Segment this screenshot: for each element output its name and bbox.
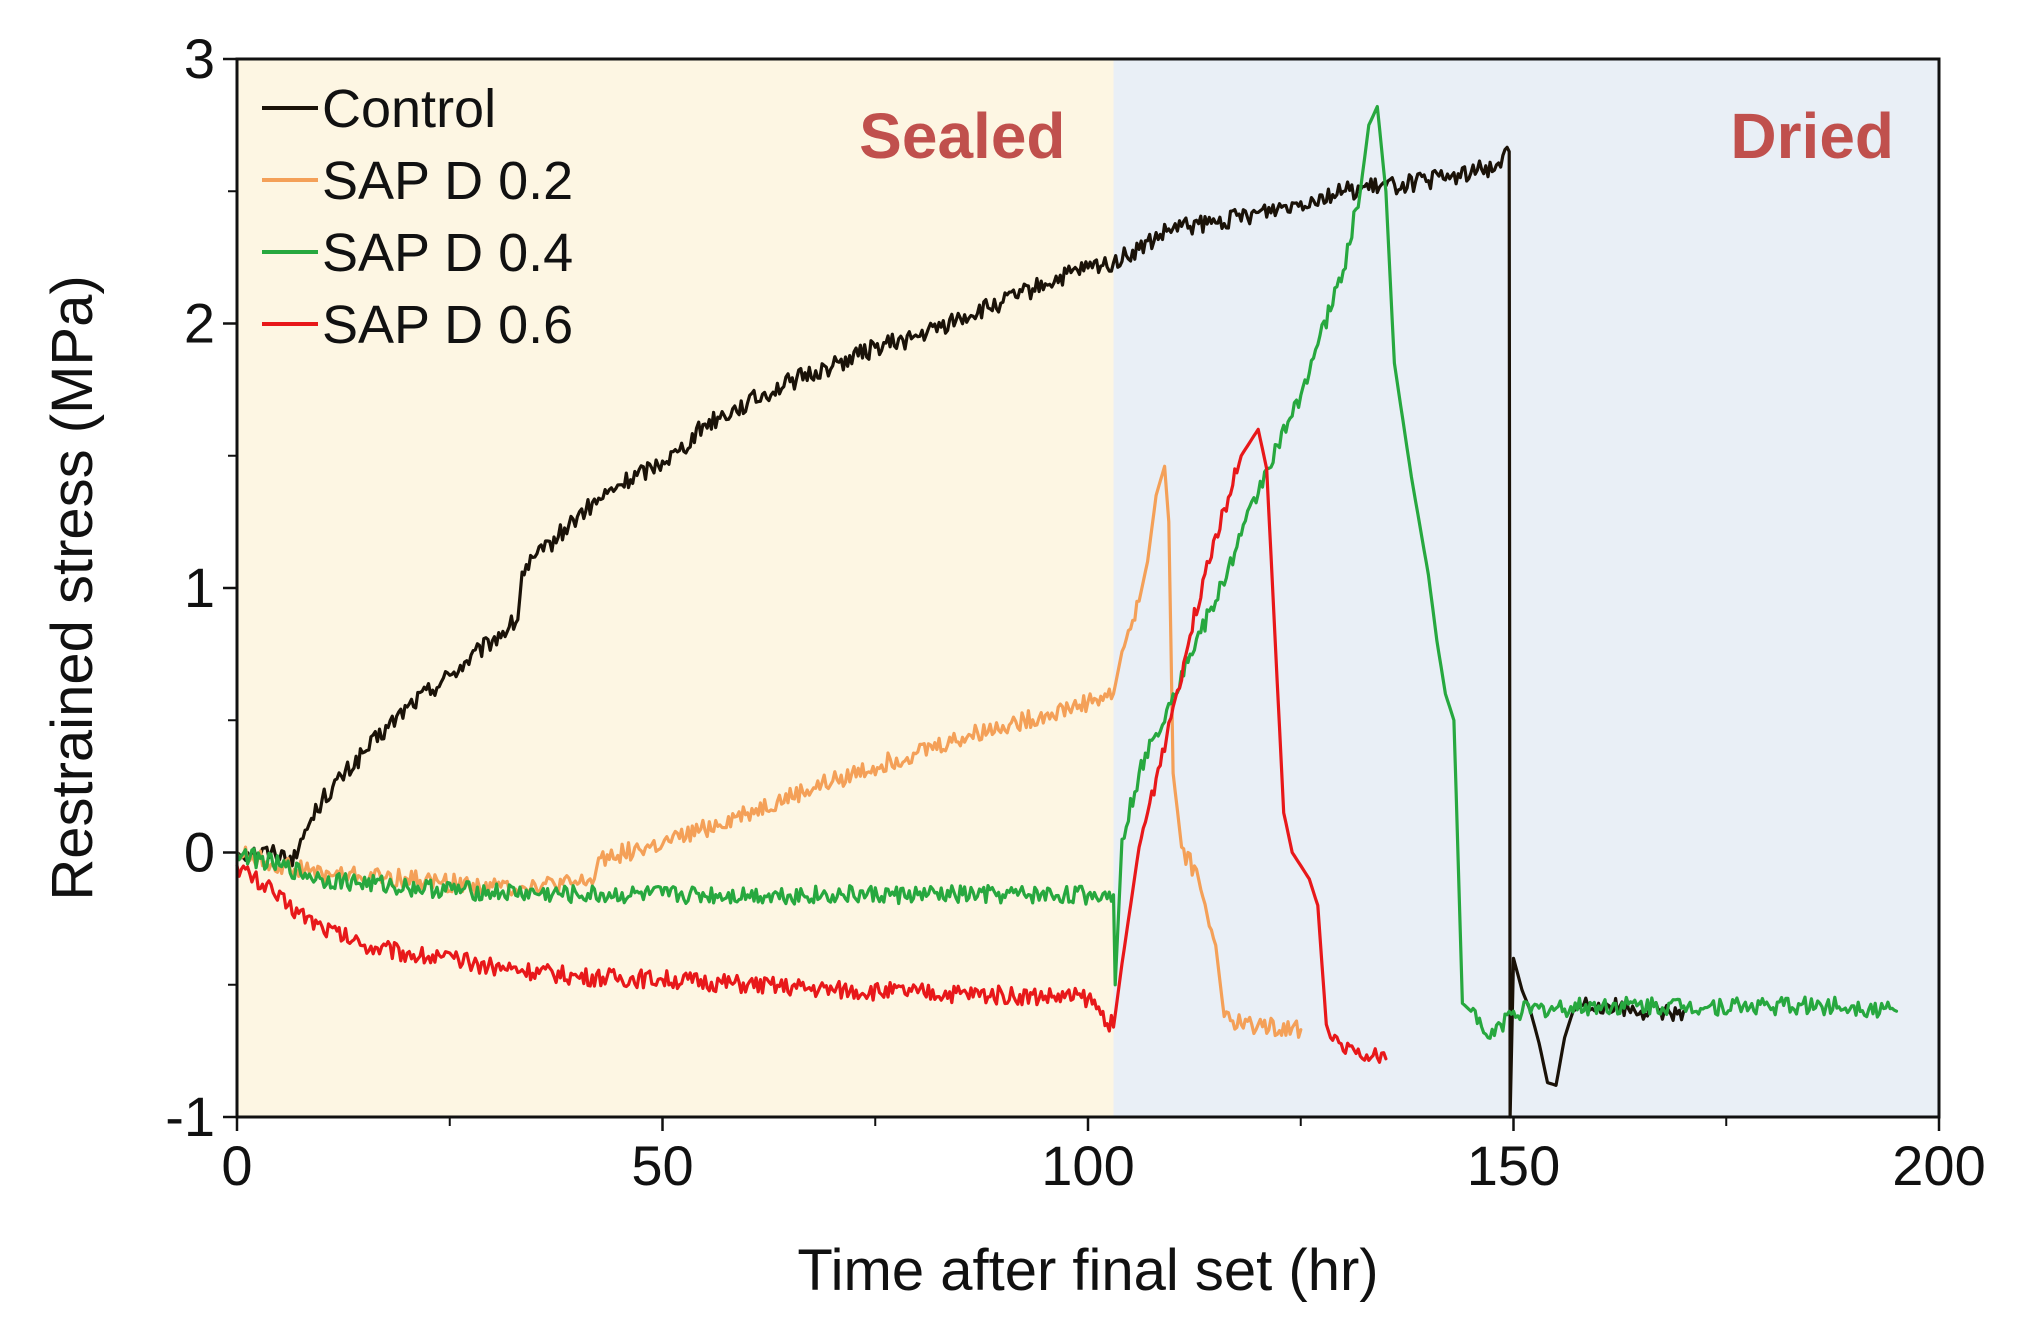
series-lines (235, 105, 1899, 1119)
y-tick-label: 2 (184, 292, 215, 355)
legend-label-control: Control (322, 79, 496, 139)
legend-label-sap-d-0-2: SAP D 0.2 (322, 151, 573, 211)
region-dried (1113, 59, 1939, 1117)
shaded-regions (237, 59, 1939, 1117)
legend-label-sap-d-0-4: SAP D 0.4 (322, 223, 573, 283)
series-line-sap-d-0-6 (235, 427, 1388, 1064)
region-labels: Sealed Dried (859, 100, 1894, 172)
axis-ticks (223, 57, 1941, 1131)
x-axis-title: Time after final set (hr) (797, 1238, 1378, 1303)
x-tick-label: 0 (221, 1134, 252, 1197)
region-sealed (237, 59, 1114, 1117)
y-tick-label: -1 (165, 1085, 215, 1148)
y-axis-title: Restrained stress (MPa) (40, 275, 105, 900)
series-line-sap-d-0-4 (235, 105, 1899, 1040)
series-line-sap-d-0-2 (235, 464, 1303, 1039)
y-tick-label: 0 (184, 821, 215, 884)
region-label-dried: Dried (1730, 100, 1894, 172)
region-label-sealed: Sealed (859, 100, 1065, 172)
legend-label-sap-d-0-6: SAP D 0.6 (322, 295, 573, 355)
x-tick-label: 150 (1467, 1134, 1560, 1197)
legend: Control SAP D 0.2 SAP D 0.4 SAP D 0.6 (262, 79, 573, 355)
y-tick-label: 3 (184, 27, 215, 90)
series-line-control (235, 145, 1686, 1119)
y-tick-label: 1 (184, 556, 215, 619)
x-tick-label: 100 (1041, 1134, 1134, 1197)
x-tick-label: 200 (1892, 1134, 1985, 1197)
x-tick-label: 50 (631, 1134, 693, 1197)
